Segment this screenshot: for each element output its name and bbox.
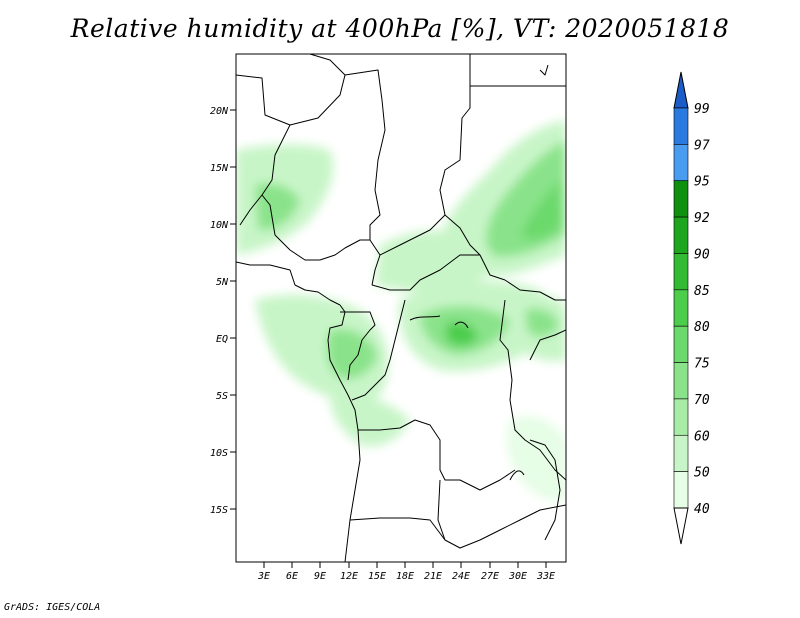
colorbar-swatch <box>673 398 689 436</box>
colorbar-label: 97 <box>694 138 710 153</box>
colorbar-swatch <box>673 180 689 218</box>
lon-tick-label: 27E <box>481 571 499 582</box>
lon-tick-label: 30E <box>508 571 527 582</box>
colorbar-swatch <box>673 253 689 291</box>
colorbar-swatch <box>673 434 689 472</box>
lon-tick-label: 33E <box>536 571 555 582</box>
colorbar-label: 70 <box>694 393 710 408</box>
colorbar-swatch <box>673 471 689 509</box>
humidity-shading <box>236 120 566 501</box>
lon-axis: 3E 6E 9E 12E 15E 18E 21E 24E 27E 30E 33E <box>257 562 555 582</box>
lat-tick-label: 15S <box>210 505 228 516</box>
colorbar-swatch <box>673 107 689 145</box>
lat-tick-label: 5N <box>216 277 229 288</box>
colorbar-min-arrow <box>673 507 689 545</box>
lon-tick-label: 6E <box>286 571 298 582</box>
colorbar-label: 40 <box>694 502 710 517</box>
lat-tick-label: 10S <box>210 448 228 459</box>
lat-tick-label: 20N <box>210 106 229 117</box>
colorbar-swatch <box>673 144 689 182</box>
colorbar-label: 75 <box>694 357 710 372</box>
lat-tick-label: 10N <box>210 220 229 231</box>
lon-tick-label: 9E <box>314 571 326 582</box>
colorbar-label: 50 <box>694 466 710 481</box>
colorbar: 40 50 60 70 75 80 85 90 92 95 97 99 <box>673 71 710 545</box>
lat-tick-label: 5S <box>216 391 228 402</box>
lat-tick-label: 15N <box>210 163 229 174</box>
country-borders <box>236 54 566 562</box>
colorbar-max-arrow <box>673 71 689 109</box>
colorbar-label: 90 <box>694 247 710 262</box>
lon-tick-label: 3E <box>257 571 270 582</box>
map-frame <box>235 53 567 563</box>
colorbar-swatch <box>673 216 689 254</box>
lat-axis: 20N 15N 10N 5N EQ 5S 10S 15S <box>210 106 236 516</box>
lon-tick-label: 12E <box>340 571 358 582</box>
lon-tick-label: 15E <box>368 571 386 582</box>
map-title: Relative humidity at 400hPa [%], VT: 202… <box>70 14 730 43</box>
colorbar-label: 85 <box>694 284 710 299</box>
lat-tick-label: EQ <box>216 334 228 345</box>
lon-tick-label: 24E <box>452 571 470 582</box>
lon-tick-label: 21E <box>424 571 442 582</box>
colorbar-swatch <box>673 325 689 363</box>
lon-tick-label: 18E <box>396 571 414 582</box>
colorbar-label: 92 <box>694 211 710 226</box>
colorbar-swatch <box>673 289 689 327</box>
colorbar-label: 60 <box>694 429 710 444</box>
colorbar-swatch <box>673 362 689 400</box>
credit-text: GrADS: IGES/COLA <box>4 602 101 613</box>
colorbar-label: 99 <box>694 102 710 117</box>
colorbar-label: 80 <box>694 320 710 335</box>
colorbar-label: 95 <box>694 175 710 190</box>
